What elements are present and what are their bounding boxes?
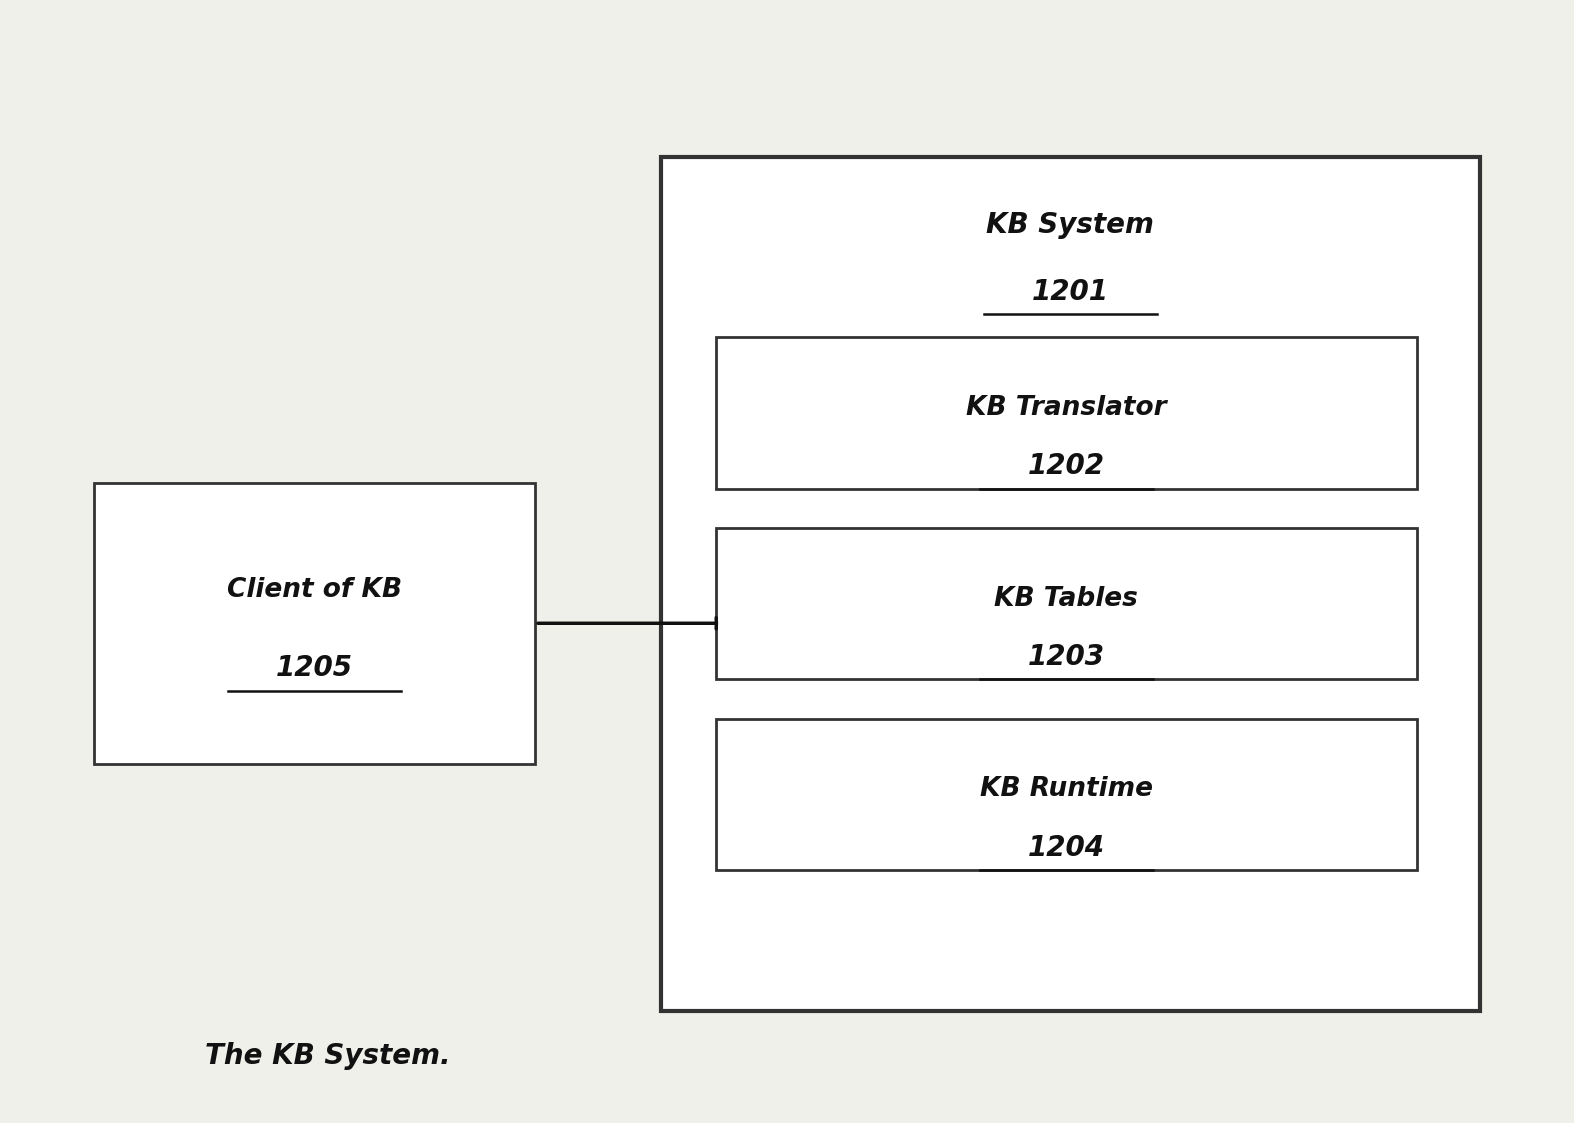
Text: 1204: 1204: [1028, 834, 1105, 861]
Text: KB Tables: KB Tables: [995, 585, 1138, 612]
Text: KB Runtime: KB Runtime: [981, 776, 1152, 803]
Text: KB Translator: KB Translator: [966, 394, 1166, 421]
Text: 1201: 1201: [1033, 279, 1108, 305]
FancyBboxPatch shape: [661, 157, 1480, 1011]
Text: 1202: 1202: [1028, 453, 1105, 480]
Text: KB System: KB System: [987, 211, 1154, 238]
Text: 1203: 1203: [1028, 643, 1105, 670]
Text: 1205: 1205: [277, 655, 353, 682]
FancyBboxPatch shape: [716, 337, 1417, 489]
FancyBboxPatch shape: [716, 719, 1417, 870]
FancyBboxPatch shape: [716, 528, 1417, 679]
Text: The KB System.: The KB System.: [205, 1042, 450, 1069]
FancyBboxPatch shape: [94, 483, 535, 764]
Text: Client of KB: Client of KB: [227, 576, 403, 603]
